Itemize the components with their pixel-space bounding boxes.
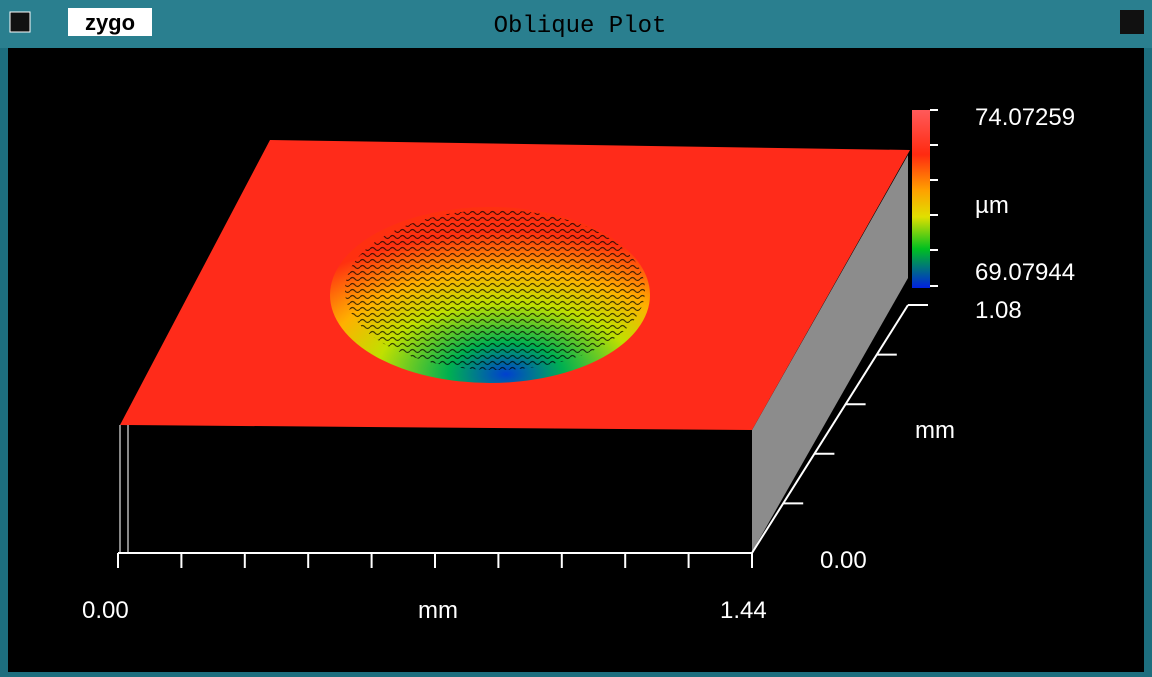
color-bar [912, 110, 930, 288]
y-axis-start: 0.00 [820, 547, 867, 574]
crater-texture [345, 210, 645, 370]
y-axis-unit: mm [915, 417, 955, 444]
logo: zygo [85, 10, 135, 35]
close-button[interactable] [10, 12, 30, 32]
colorbar-min: 69.07944 [975, 259, 1075, 286]
colorbar-max: 74.07259 [975, 104, 1075, 131]
y-axis-end: 1.08 [975, 297, 1022, 324]
window: zygo Oblique Plot 74.07259 µm 69.07944 1… [0, 0, 1152, 677]
x-axis-unit: mm [418, 597, 458, 624]
pin-button[interactable] [1120, 10, 1144, 34]
x-axis-start: 0.00 [82, 597, 129, 624]
window-title: Oblique Plot [494, 13, 667, 40]
colorbar-unit: µm [975, 192, 1009, 219]
x-axis-end: 1.44 [720, 597, 767, 624]
